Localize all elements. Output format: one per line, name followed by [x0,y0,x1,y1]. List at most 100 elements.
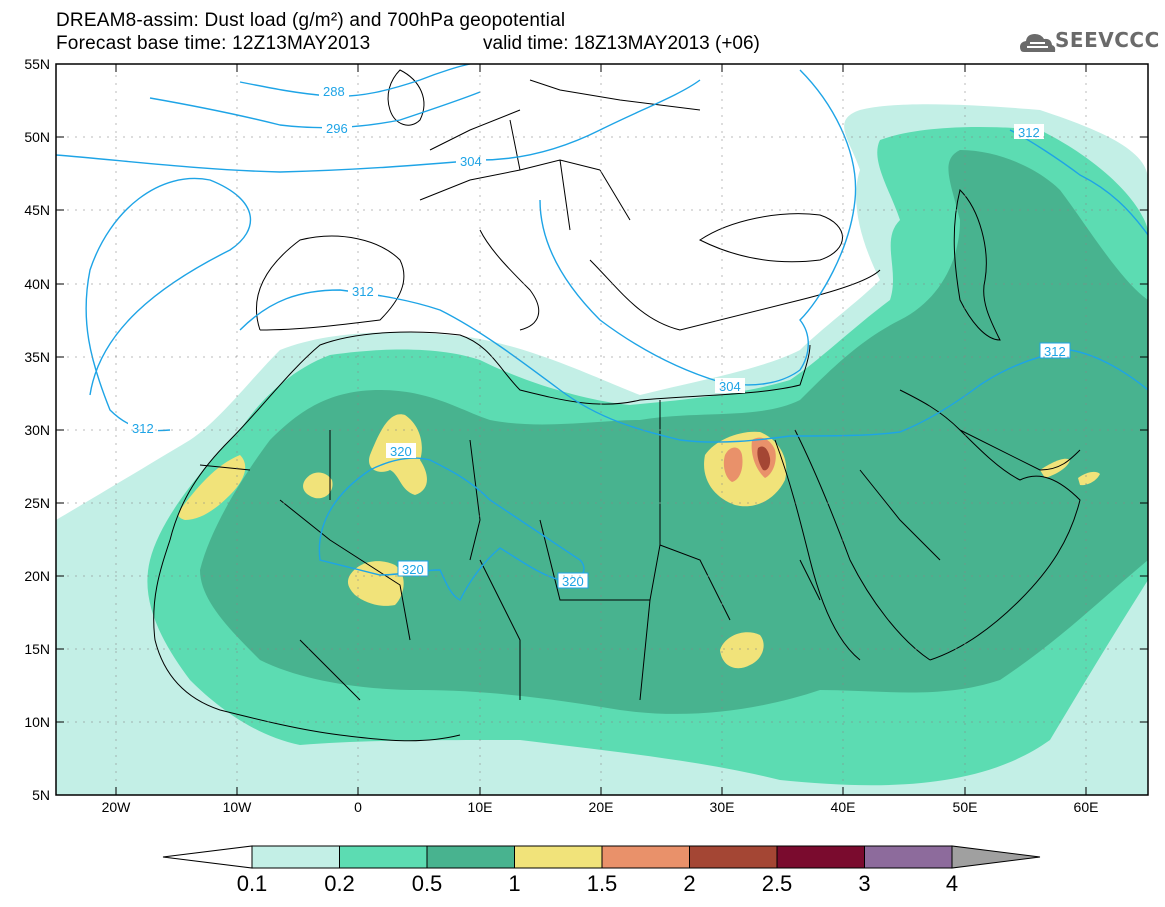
graticule-dot [539,648,541,650]
graticule-dot [731,429,733,431]
graticule-dot [755,209,757,211]
graticule-dot [115,427,117,429]
graticule-dot [323,721,325,723]
graticule-dot [443,502,445,504]
graticule-dot [595,209,597,211]
graticule-dot [842,331,844,333]
graticule-dot [479,731,481,733]
graticule-dot [236,267,238,269]
graticule-dots [59,67,1141,789]
graticule-dot [331,209,333,211]
graticule-dot [235,721,237,723]
graticule-dot [115,675,117,677]
graticule-dot [395,648,397,650]
graticule-dot [667,283,669,285]
graticule-dot [357,299,359,301]
graticule-dot [600,235,602,237]
graticule-dot [600,627,602,629]
graticule-dot [842,515,844,517]
graticule-dot [721,563,723,565]
graticule-dot [875,648,877,650]
graticule-dot [75,356,77,358]
graticule-dot [563,502,565,504]
graticule-dot [1011,356,1013,358]
graticule-dot [964,275,966,277]
graticule-dot [419,721,421,723]
graticule-dot [842,651,844,653]
graticule-dot [147,648,149,650]
graticule-dot [379,575,381,577]
graticule-dot [235,429,237,431]
graticule-dot [267,429,269,431]
graticule-dot [1043,136,1045,138]
graticule-dot [931,502,933,504]
graticule-dot [236,571,238,573]
graticule-dot [600,563,602,565]
graticule-dot [842,323,844,325]
graticule-dot [357,507,359,509]
graticule-dot [771,283,773,285]
graticule-dot [964,395,966,397]
graticule-dot [115,683,117,685]
graticule-dot [123,356,125,358]
graticule-dot [291,648,293,650]
graticule-dot [357,227,359,229]
graticule-dot [899,429,901,431]
graticule-dot [842,523,844,525]
graticule-dot [571,648,573,650]
graticule-dot [291,575,293,577]
graticule-dot [275,356,277,358]
graticule-dot [842,627,844,629]
graticule-dot [603,209,605,211]
graticule-dot [315,648,317,650]
graticule-dot [875,356,877,358]
colorbar-over-arrow [951,845,1041,869]
graticule-dot [91,209,93,211]
graticule-dot [227,721,229,723]
graticule-dot [731,502,733,504]
graticule-dot [1085,443,1087,445]
graticule-dot [1011,721,1013,723]
graticule-dot [763,136,765,138]
graticule-dot [435,502,437,504]
graticule-dot [851,721,853,723]
graticule-dot [163,648,165,650]
graticule-dot [427,648,429,650]
graticule-dot [115,595,117,597]
graticule-dot [721,747,723,749]
graticule-dot [627,283,629,285]
graticule-dot [771,136,773,138]
graticule-dot [115,755,117,757]
graticule-dot [675,721,677,723]
graticule-dot [515,356,517,358]
graticule-dot [891,209,893,211]
graticule-dot [443,209,445,211]
graticule-dot [531,209,533,211]
graticule-dot [859,648,861,650]
graticule-dot [643,283,645,285]
graticule-dot [419,575,421,577]
graticule-dot [587,283,589,285]
graticule-dot [600,427,602,429]
graticule-dot [600,435,602,437]
graticule-dot [675,136,677,138]
graticule-dot [600,411,602,413]
graticule-dot [964,619,966,621]
graticule-dot [236,251,238,253]
graticule-dot [939,721,941,723]
graticule-dot [842,83,844,85]
graticule-dot [747,502,749,504]
graticule-dot [923,283,925,285]
graticule-dot [964,411,966,413]
graticule-dot [721,699,723,701]
graticule-dot [595,721,597,723]
graticule-dot [357,611,359,613]
graticule-dot [721,731,723,733]
graticule-dot [427,502,429,504]
latitude-label: 5N [32,787,50,803]
graticule-dot [731,721,733,723]
graticule-dot [479,243,481,245]
graticule-dot [291,356,293,358]
graticule-dot [387,209,389,211]
graticule-dot [479,339,481,341]
